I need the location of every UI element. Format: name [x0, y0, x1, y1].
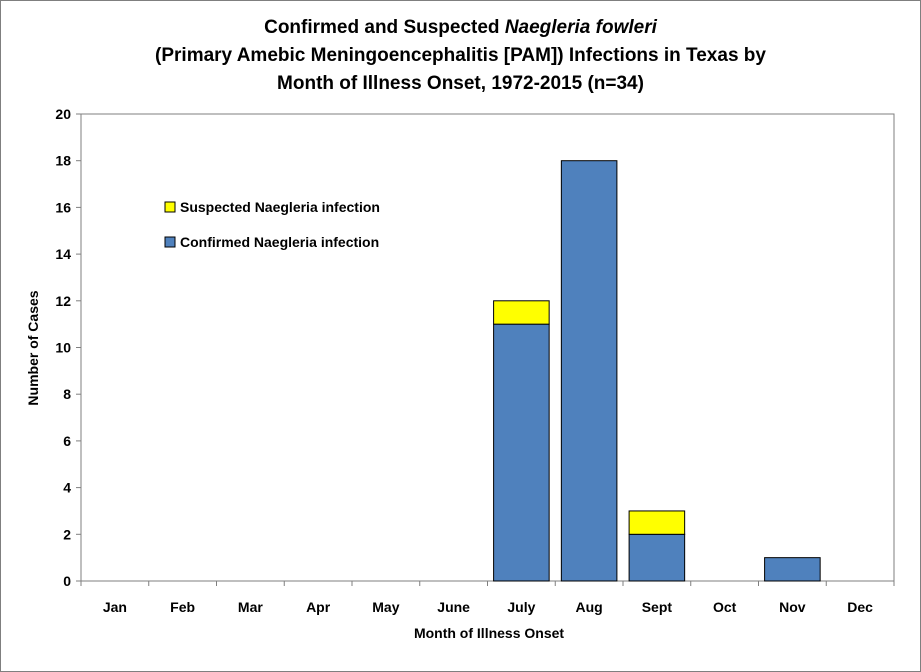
bar-confirmed-aug [560, 160, 618, 582]
bar-confirmed-nov [764, 557, 821, 582]
y-tick-label: 16 [55, 199, 71, 215]
x-axis-label: Month of Illness Onset [414, 625, 564, 641]
y-tick-label: 18 [55, 153, 71, 169]
y-tick-label: 10 [55, 340, 71, 356]
x-axis: Jan Feb Mar Apr May June July Aug Sept Oct Nov Dec [80, 581, 895, 615]
y-tick-label: 12 [55, 293, 71, 309]
y-axis: 0 2 4 6 8 10 12 14 16 18 20 [55, 106, 81, 589]
x-tick-label-june: June [437, 599, 470, 615]
bars [493, 160, 821, 582]
title-line-2: (Primary Amebic Meningoencephalitis [PAM… [155, 45, 766, 66]
x-tick-label-dec: Dec [847, 599, 873, 615]
bar-confirmed-july [493, 323, 550, 582]
x-tick-label-apr: Apr [306, 599, 331, 615]
legend-label-suspected: Suspected Naegleria infection [180, 199, 380, 215]
x-tick-label-aug: Aug [576, 599, 603, 615]
chart-title: Confirmed and Suspected Naegleria fowler… [0, 14, 921, 98]
y-tick-label: 4 [63, 480, 71, 496]
legend-swatch-suspected [164, 201, 176, 213]
bar-suspected-sept [628, 510, 686, 535]
title-italic-species: Naegleria fowleri [504, 17, 657, 38]
y-tick-label: 6 [63, 433, 71, 449]
bar-confirmed-sept [628, 533, 686, 582]
y-tick-label: 8 [63, 386, 71, 402]
x-tick-label-feb: Feb [170, 599, 195, 615]
x-tick-label-jan: Jan [103, 599, 127, 615]
y-tick-label: 14 [55, 246, 71, 262]
x-tick-label-july: July [507, 599, 535, 615]
x-tick-label-mar: Mar [238, 599, 263, 615]
legend-swatch-confirmed [164, 236, 176, 248]
x-tick-label-nov: Nov [779, 599, 806, 615]
y-tick-label: 0 [63, 573, 71, 589]
y-tick-label: 20 [55, 106, 71, 122]
legend-label-confirmed: Confirmed Naegleria infection [180, 234, 379, 250]
title-line-3: Month of Illness Onset, 1972-2015 (n=34) [277, 73, 644, 94]
y-tick-label: 2 [63, 526, 71, 542]
y-axis-label: Number of Cases [25, 290, 41, 405]
x-tick-label-oct: Oct [713, 599, 737, 615]
bar-suspected-july [493, 300, 550, 325]
x-tick-label-may: May [372, 599, 399, 615]
title-line-1: Confirmed and Suspected Naegleria fowler… [264, 17, 657, 38]
plot-area [80, 113, 895, 582]
x-tick-label-sept: Sept [642, 599, 673, 615]
legend: Suspected Naegleria infection Confirmed N… [164, 199, 380, 250]
